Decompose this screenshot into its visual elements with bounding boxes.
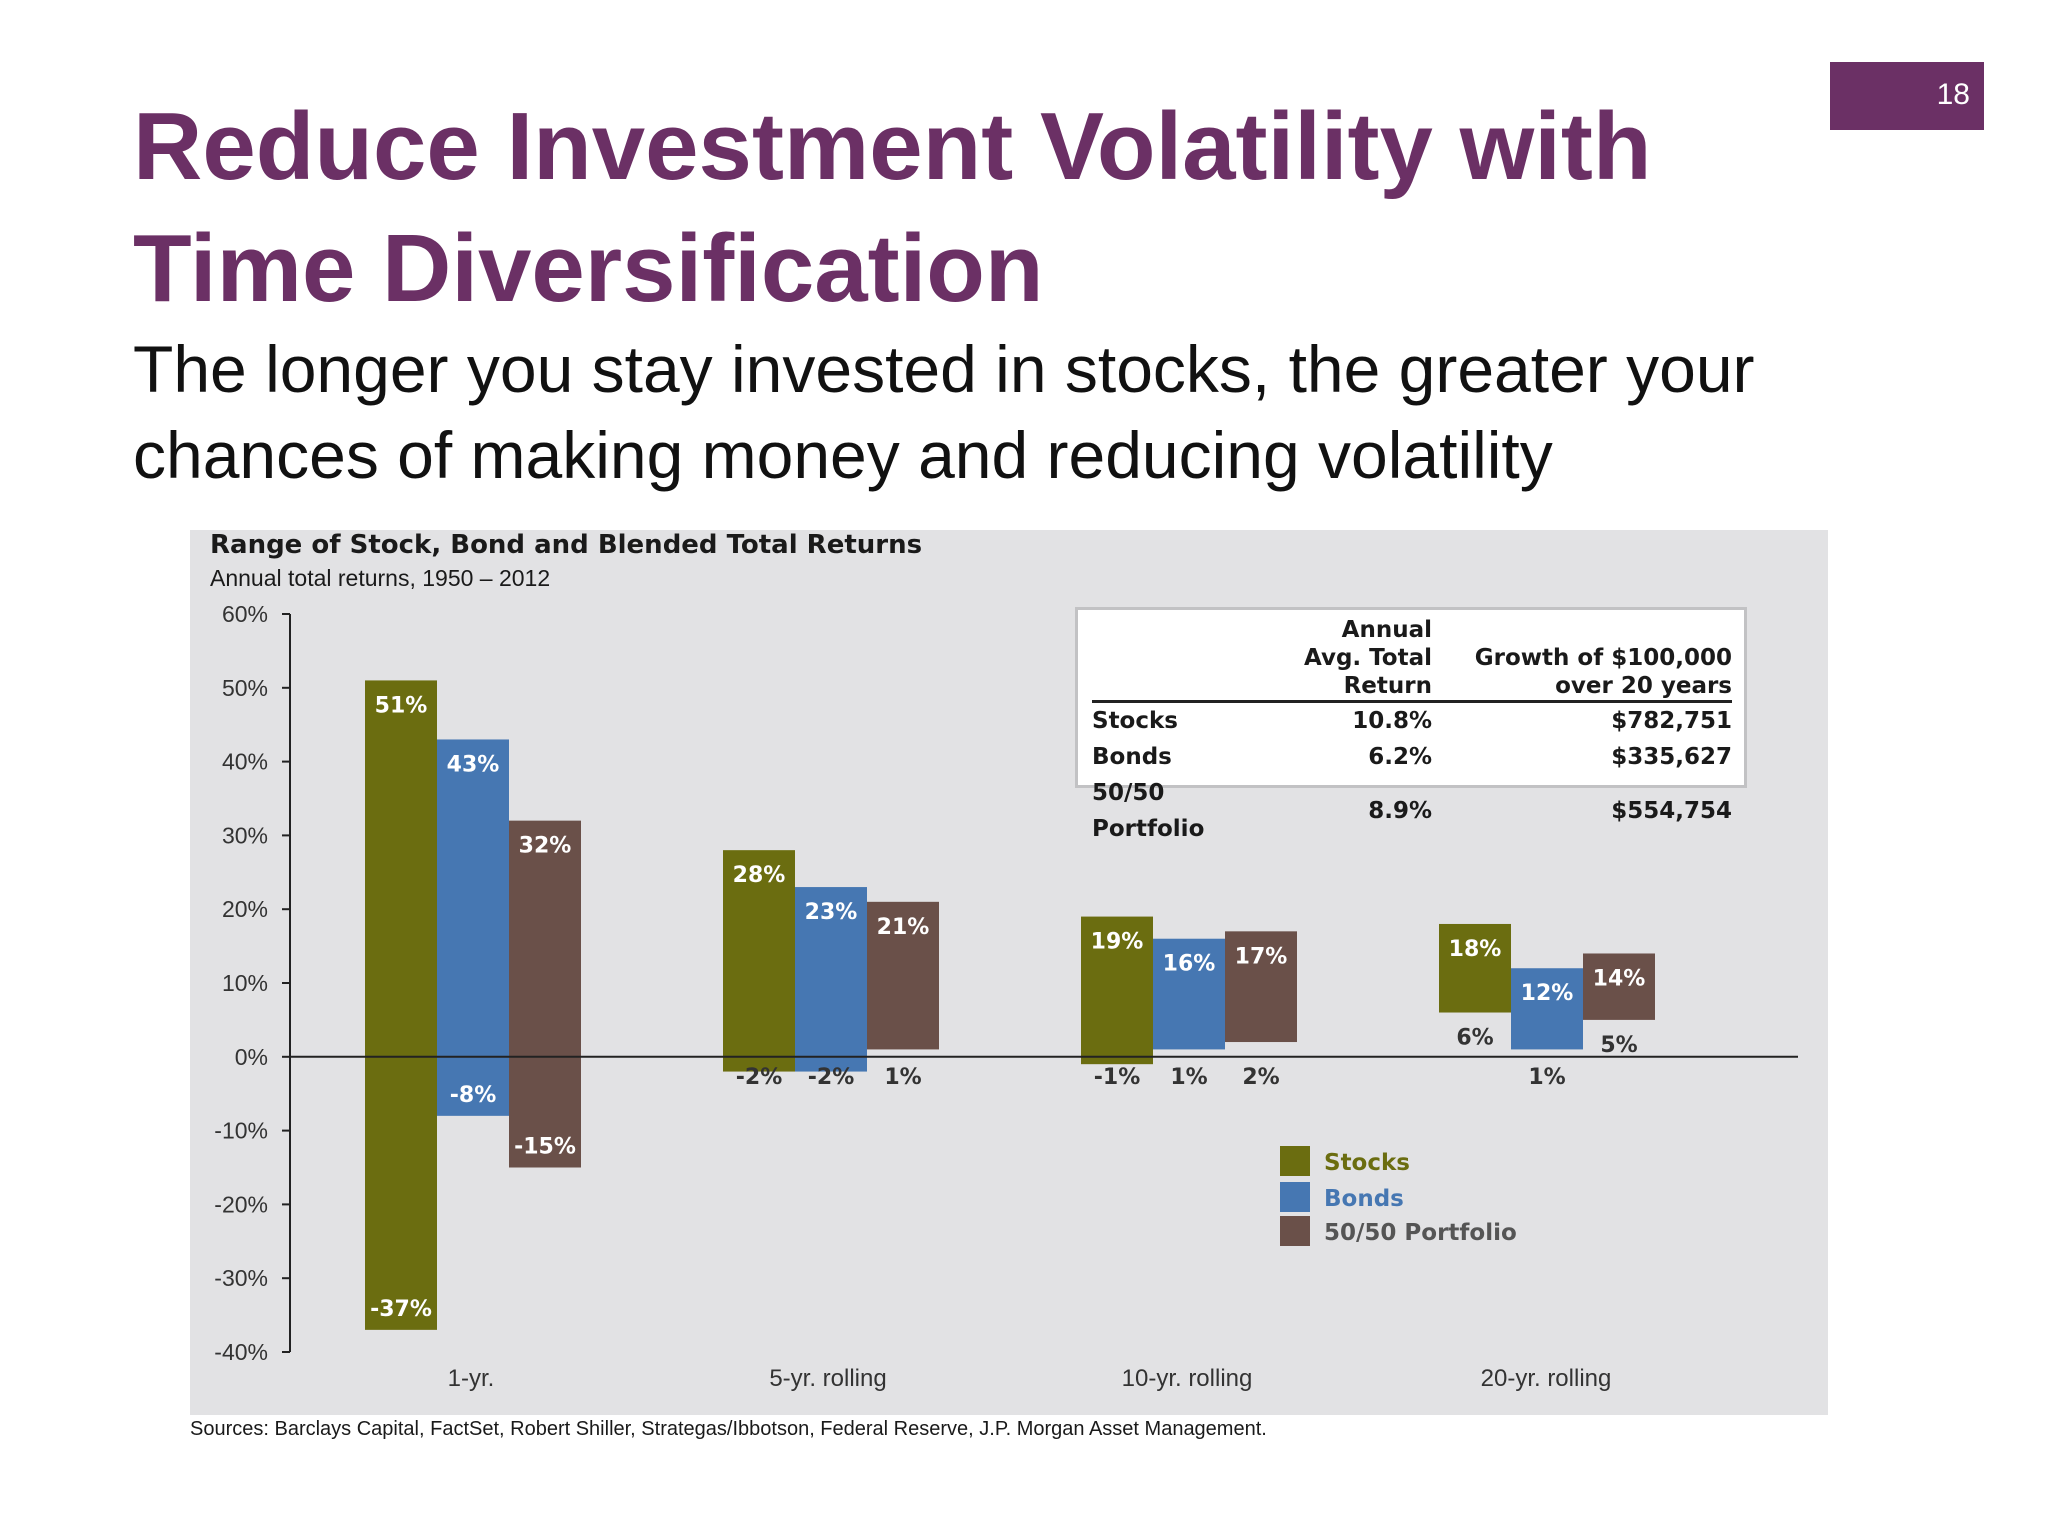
- bar-50-50-portfolio: [1583, 953, 1655, 1020]
- data-label-high: 32%: [519, 834, 572, 859]
- bar-50-50-portfolio: [509, 820, 581, 1168]
- data-label-low: -37%: [370, 1297, 432, 1322]
- y-tick-label: 50%: [222, 675, 268, 701]
- summary-cell-growth: $335,627: [1611, 744, 1732, 770]
- bar-bonds: [437, 739, 509, 1116]
- summary-header-avg: Annual Avg. Total Return: [1303, 617, 1432, 699]
- data-label-high: 28%: [733, 863, 786, 888]
- chart-plot: 60% 50% 40% 30% 20% 10% 0% -10% -20% -30% -40% 51% -…: [214, 601, 1798, 1392]
- summary-cell-avg: 10.8%: [1352, 708, 1432, 734]
- summary-cell-name: Bonds: [1092, 744, 1172, 770]
- x-category-label: 20-yr. rolling: [1481, 1365, 1612, 1392]
- y-tick-label: -30%: [214, 1265, 268, 1291]
- returns-chart: 60% 50% 40% 30% 20% 10% 0% -10% -20% -30% -40% 51% -…: [190, 530, 1828, 1415]
- data-label-low: -15%: [514, 1135, 576, 1160]
- y-tick-label: 20%: [222, 896, 268, 922]
- chart-title: Range of Stock, Bond and Blended Total R…: [210, 530, 923, 560]
- data-label-low: -2%: [808, 1065, 854, 1090]
- legend-swatch: [1280, 1216, 1310, 1246]
- bar-50-50-portfolio: [1225, 931, 1297, 1043]
- table-row: Bonds 6.2% $335,627: [1092, 739, 1732, 775]
- x-category-label: 10-yr. rolling: [1122, 1365, 1253, 1392]
- data-label-low: -2%: [736, 1065, 782, 1090]
- slide-subtitle: The longer you stay invested in stocks, …: [133, 332, 1755, 492]
- slide-title: Reduce Investment Volatility with Time D…: [133, 93, 1652, 322]
- bar-50-50-portfolio: [867, 901, 939, 1050]
- data-label-low: 1%: [1528, 1065, 1565, 1090]
- bar-stocks: [1439, 923, 1511, 1013]
- bar-stocks: [1081, 916, 1153, 1065]
- data-label-high: 16%: [1163, 952, 1216, 977]
- data-label-low: -8%: [450, 1083, 496, 1108]
- data-label-high: 17%: [1235, 944, 1288, 969]
- y-tick-label: 0%: [235, 1044, 268, 1070]
- bar-stocks: [365, 680, 437, 1330]
- y-tick-label: 30%: [222, 822, 268, 848]
- y-tick-label: -40%: [214, 1339, 268, 1365]
- y-tick-label: 10%: [222, 970, 268, 996]
- data-label-low: 2%: [1242, 1065, 1279, 1090]
- table-row: 50/50 Portfolio 8.9% $554,754: [1092, 775, 1732, 847]
- page-number: 18: [1830, 62, 1984, 130]
- summary-header-growth: Growth of $100,000 over 20 years: [1474, 645, 1732, 699]
- data-label-low: 5%: [1600, 1033, 1637, 1058]
- data-label-low: 1%: [884, 1065, 921, 1090]
- summary-cell-growth: $782,751: [1611, 708, 1732, 734]
- table-row: Stocks 10.8% $782,751: [1092, 702, 1732, 740]
- summary-header-blank: [1092, 616, 1282, 702]
- data-label-high: 43%: [447, 752, 500, 777]
- data-label-low: 1%: [1170, 1065, 1207, 1090]
- y-tick-label: 60%: [222, 601, 268, 627]
- bar-stocks: [723, 850, 795, 1072]
- legend-label: Bonds: [1324, 1186, 1404, 1212]
- data-label-high: 21%: [877, 915, 930, 940]
- y-tick-label: -10%: [214, 1118, 268, 1144]
- chart-subtitle: Annual total returns, 1950 – 2012: [210, 565, 551, 591]
- data-label-high: 23%: [805, 900, 858, 925]
- y-tick-label: -20%: [214, 1191, 268, 1217]
- data-label-low: -1%: [1094, 1065, 1140, 1090]
- sources-note: Sources: Barclays Capital, FactSet, Robe…: [190, 1418, 1267, 1440]
- data-label-high: 19%: [1091, 930, 1144, 955]
- summary-table: Annual Avg. Total Return Growth of $100,…: [1075, 607, 1747, 842]
- legend-swatch: [1280, 1182, 1310, 1212]
- summary-cell-name: Stocks: [1092, 708, 1178, 734]
- data-label-high: 12%: [1521, 981, 1574, 1006]
- data-label-high: 14%: [1593, 966, 1646, 991]
- x-category-label: 5-yr. rolling: [769, 1365, 886, 1392]
- bar-bonds: [1153, 938, 1225, 1050]
- data-label-high: 51%: [375, 693, 428, 718]
- bar-bonds: [795, 887, 867, 1072]
- legend-label: Stocks: [1324, 1150, 1410, 1176]
- legend-label: 50/50 Portfolio: [1324, 1220, 1517, 1246]
- x-category-label: 1-yr.: [448, 1365, 495, 1392]
- summary-cell-growth: $554,754: [1611, 798, 1732, 824]
- summary-cell-name: 50/50 Portfolio: [1092, 780, 1205, 842]
- data-label-low: 6%: [1456, 1026, 1493, 1051]
- summary-cell-avg: 6.2%: [1368, 744, 1432, 770]
- bar-bonds: [1511, 968, 1583, 1050]
- y-tick-label: 40%: [222, 749, 268, 775]
- summary-cell-avg: 8.9%: [1368, 798, 1432, 824]
- legend-swatch: [1280, 1146, 1310, 1176]
- data-label-high: 18%: [1449, 937, 1502, 962]
